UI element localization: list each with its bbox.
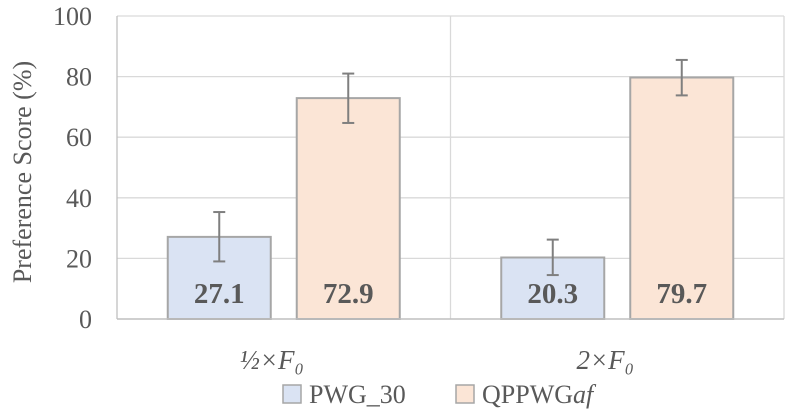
- data-label-PWG_30-0: 27.1: [194, 278, 245, 310]
- legend-swatch-1: [455, 384, 475, 404]
- y-tick-label-0: 0: [79, 305, 92, 334]
- x-axis: ½×F₀ 2×F₀: [117, 318, 784, 375]
- data-labels: 27.1 72.9 20.3 79.7: [194, 278, 707, 310]
- legend-label-0: PWG_30: [309, 380, 406, 409]
- plot-area: 27.1 72.9 20.3 79.7: [116, 15, 785, 320]
- bar-QPPWGaf-1: [629, 76, 735, 320]
- legend: PWG_30 QPPWGaf: [282, 380, 597, 409]
- error-bars: [213, 58, 688, 277]
- x-tick-label-1: 2×F₀: [576, 345, 634, 375]
- bar-QPPWGaf-0: [295, 97, 401, 320]
- data-label-QPPWGaf-1: 79.7: [656, 278, 707, 310]
- x-tick-label-0: ½×F₀: [240, 345, 304, 375]
- legend-swatch-0: [282, 384, 302, 404]
- y-tick-label-100: 100: [53, 2, 92, 31]
- bars: [166, 76, 735, 320]
- y-tick-label-80: 80: [66, 63, 92, 92]
- y-tick-label-60: 60: [66, 123, 92, 152]
- y-axis: 0 20 40 60 80 100: [53, 2, 92, 334]
- y-axis-label: Preference Score (%): [8, 61, 37, 283]
- legend-label-1: QPPWGaf: [482, 380, 597, 409]
- data-label-QPPWGaf-0: 72.9: [323, 278, 374, 310]
- y-tick-label-40: 40: [66, 184, 92, 213]
- y-tick-label-20: 20: [66, 244, 92, 273]
- data-label-PWG_30-1: 20.3: [527, 278, 578, 310]
